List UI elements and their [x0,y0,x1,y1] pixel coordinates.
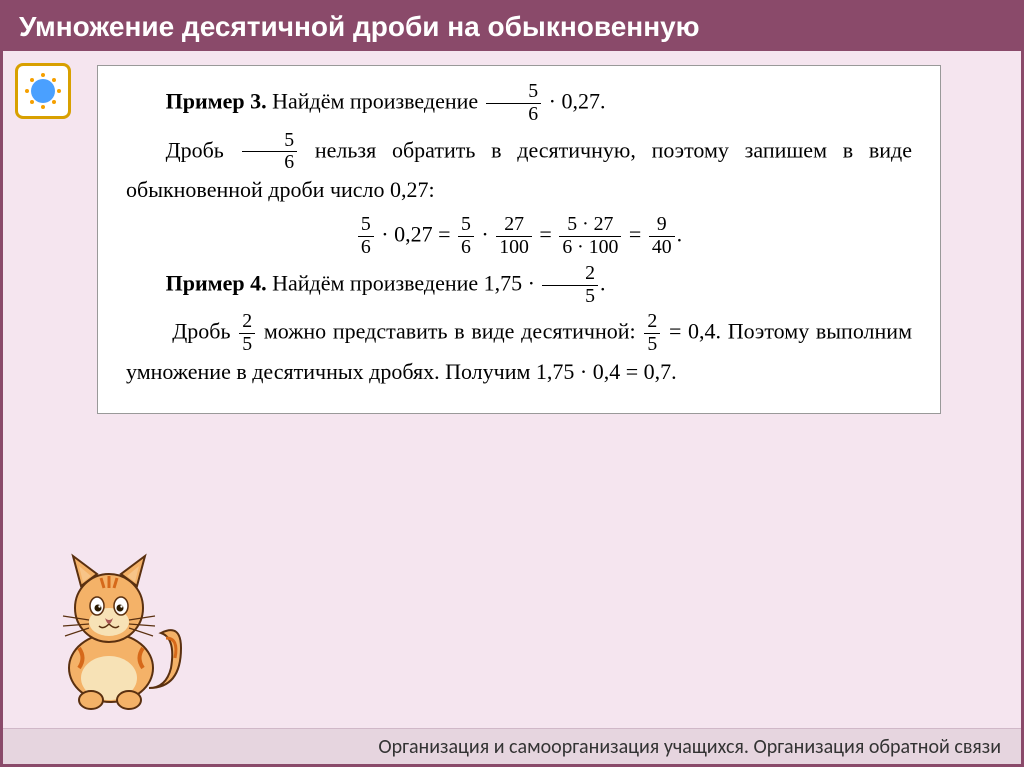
slide-header: Умножение десятичной дроби на обыкновенн… [3,3,1021,51]
sun-badge-icon [15,63,71,119]
example4-line1: Пример 4. Найдём произведение 1,75 · 2 5… [126,264,912,307]
slide-title: Умножение десятичной дроби на обыкновенн… [19,11,700,42]
cat-illustration-icon [31,538,191,718]
example4-line2: Дробь 2 5 можно представить в виде десят… [126,312,912,389]
content-box: Пример 3. Найдём произведение 5 6 · 0,27… [97,65,941,414]
slide-frame: Умножение десятичной дроби на обыкновенн… [0,0,1024,767]
slide-body: Пример 3. Найдём произведение 5 6 · 0,27… [3,51,1021,726]
frac-2-5-c: 2 5 [644,312,660,355]
example4-label: Пример 4. [166,270,267,295]
sun-icon [31,79,55,103]
frac-2-5-b: 2 5 [239,312,255,355]
footer-text: Организация и самоорганизация учащихся. … [378,735,1001,759]
example3-line2: Дробь 5 6 нельзя обратить в десятичную, … [126,131,912,208]
example3-equation: 5 6 · 0,27 = 5 6 · 27 100 = 5 · 27 6 · 1… [126,215,912,258]
slide-footer: Организация и самоорганизация учащихся. … [3,728,1021,764]
example3-lead: Найдём произведение [272,88,478,113]
example3-label: Пример 3. [166,88,267,113]
example3-tail: · 0,27. [543,88,605,113]
frac-5-6: 5 6 [486,82,541,125]
example3-line1: Пример 3. Найдём произведение 5 6 · 0,27… [126,82,912,125]
frac-2-5: 2 5 [542,264,597,307]
frac-5-6-b: 5 6 [242,131,297,174]
